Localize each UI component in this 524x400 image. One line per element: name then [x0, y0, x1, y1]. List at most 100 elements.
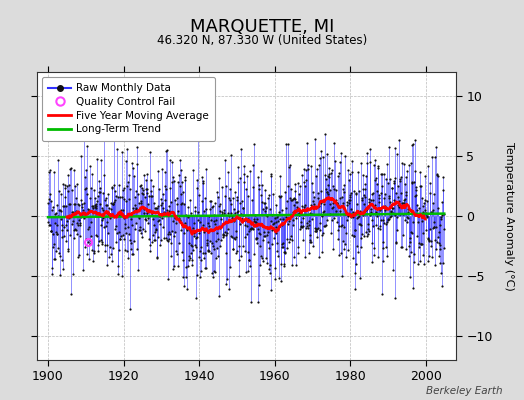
Point [268, 227, 276, 234]
Point [291, 188, 300, 194]
Point [167, 253, 176, 260]
Point [181, 220, 189, 226]
Point [289, 195, 297, 202]
Point [327, 230, 335, 236]
Point [343, 199, 352, 205]
Point [190, 230, 198, 236]
Point [318, 213, 326, 220]
Point [45, 222, 53, 228]
Point [225, 197, 234, 203]
Point [310, 194, 318, 201]
Point [348, 158, 356, 164]
Point [369, 161, 378, 168]
Point [429, 225, 438, 231]
Point [225, 286, 233, 292]
Point [281, 141, 290, 147]
Point [252, 219, 260, 226]
Point [104, 230, 112, 236]
Point [286, 195, 294, 201]
Point [140, 228, 149, 234]
Point [415, 244, 423, 250]
Point [439, 187, 447, 193]
Point [208, 240, 216, 246]
Point [435, 253, 443, 260]
Point [246, 225, 255, 232]
Point [349, 208, 357, 215]
Point [176, 216, 184, 223]
Point [181, 174, 189, 180]
Point [326, 169, 335, 176]
Point [92, 203, 101, 209]
Point [46, 222, 54, 228]
Point [415, 205, 423, 212]
Point [165, 235, 173, 242]
Point [333, 200, 342, 206]
Point [68, 209, 77, 215]
Point [141, 217, 150, 223]
Point [422, 210, 431, 217]
Point [226, 186, 234, 192]
Point [259, 200, 268, 206]
Point [49, 244, 57, 250]
Point [294, 190, 303, 197]
Point [307, 210, 315, 216]
Point [131, 226, 139, 232]
Point [420, 200, 428, 206]
Point [312, 173, 321, 180]
Point [257, 167, 265, 174]
Point [435, 242, 444, 249]
Point [77, 197, 85, 203]
Point [90, 250, 99, 256]
Point [130, 238, 138, 244]
Point [344, 166, 352, 173]
Point [126, 306, 135, 312]
Point [385, 144, 393, 150]
Point [204, 220, 212, 226]
Point [113, 230, 121, 236]
Point [97, 237, 105, 243]
Point [168, 265, 177, 272]
Point [205, 238, 214, 244]
Point [253, 215, 261, 222]
Point [431, 262, 440, 268]
Point [277, 241, 286, 248]
Point [78, 204, 86, 210]
Point [325, 171, 333, 177]
Point [116, 236, 125, 242]
Point [85, 207, 93, 213]
Point [217, 216, 225, 222]
Point [196, 268, 205, 274]
Point [304, 222, 313, 228]
Point [249, 226, 257, 232]
Point [293, 203, 301, 210]
Point [357, 160, 366, 166]
Point [363, 160, 372, 166]
Point [94, 193, 102, 199]
Point [251, 222, 259, 229]
Point [286, 235, 294, 242]
Point [219, 233, 227, 240]
Point [280, 261, 289, 268]
Point [346, 192, 354, 198]
Point [344, 212, 353, 219]
Point [232, 250, 240, 256]
Point [64, 214, 73, 221]
Point [397, 190, 405, 196]
Point [365, 228, 374, 234]
Point [353, 243, 361, 249]
Point [260, 232, 268, 239]
Point [86, 237, 94, 243]
Point [324, 191, 333, 197]
Point [189, 247, 198, 254]
Point [199, 180, 207, 186]
Point [292, 199, 301, 205]
Point [433, 238, 442, 245]
Point [180, 230, 188, 236]
Point [248, 225, 256, 231]
Point [119, 215, 128, 222]
Point [287, 197, 295, 203]
Point [406, 235, 414, 241]
Point [270, 235, 278, 242]
Point [161, 168, 169, 175]
Point [347, 214, 356, 221]
